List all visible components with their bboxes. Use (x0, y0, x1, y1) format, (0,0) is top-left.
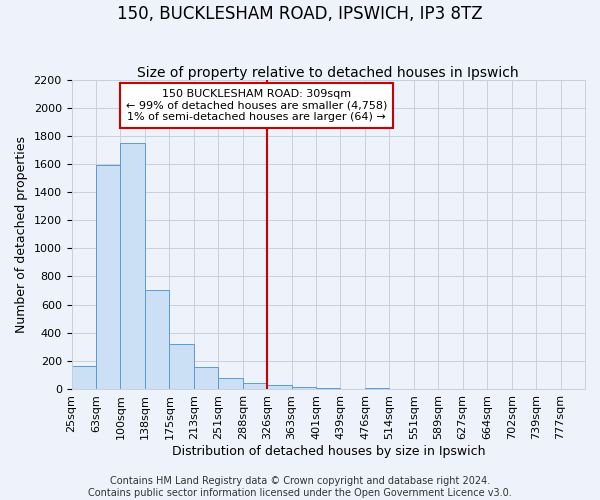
Bar (242, 382, 267, 389)
Bar (71, 366, 96, 389)
Y-axis label: Number of detached properties: Number of detached properties (15, 136, 28, 332)
Bar (365, 388, 389, 389)
X-axis label: Distribution of detached houses by size in Ipswich: Distribution of detached houses by size … (172, 444, 485, 458)
Bar (96, 166, 121, 389)
Title: Size of property relative to detached houses in Ipswich: Size of property relative to detached ho… (137, 66, 519, 80)
Text: 150 BUCKLESHAM ROAD: 309sqm
← 99% of detached houses are smaller (4,758)
1% of s: 150 BUCKLESHAM ROAD: 309sqm ← 99% of det… (125, 89, 387, 122)
Bar (194, 367, 218, 389)
Bar (218, 378, 242, 389)
Bar (292, 387, 316, 389)
Bar (121, 143, 145, 389)
Text: Contains HM Land Registry data © Crown copyright and database right 2024.
Contai: Contains HM Land Registry data © Crown c… (88, 476, 512, 498)
Bar (145, 290, 169, 389)
Text: 150, BUCKLESHAM ROAD, IPSWICH, IP3 8TZ: 150, BUCKLESHAM ROAD, IPSWICH, IP3 8TZ (117, 5, 483, 23)
Bar (169, 344, 194, 389)
Bar (267, 386, 292, 389)
Bar (316, 388, 340, 389)
